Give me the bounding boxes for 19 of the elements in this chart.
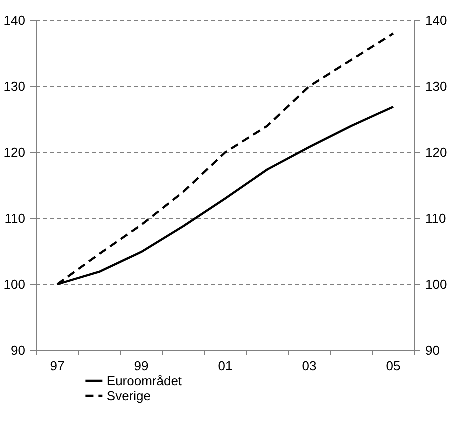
y-tick-label: 100 [4,277,26,292]
x-tick-label: 99 [134,358,149,374]
legend-label: Sverige [106,388,151,404]
y-tick-label: 130 [4,79,26,94]
y2-tick-label: 130 [426,79,448,94]
legend-label: Euroområdet [106,374,182,388]
y-tick-label: 120 [4,145,26,160]
y2-tick-label: 120 [426,145,448,160]
y-tick-label: 140 [4,13,26,28]
y2-tick-label: 90 [426,343,440,358]
x-tick-label: 01 [218,358,233,374]
y2-tick-label: 140 [426,13,448,28]
y2-tick-label: 100 [426,277,448,292]
x-tick-label: 05 [386,358,401,374]
x-tick-label: 97 [50,358,65,374]
y-tick-label: 110 [4,211,26,226]
x-tick-label: 03 [302,358,317,374]
y-tick-label: 90 [11,343,26,358]
y2-tick-label: 110 [426,211,446,226]
